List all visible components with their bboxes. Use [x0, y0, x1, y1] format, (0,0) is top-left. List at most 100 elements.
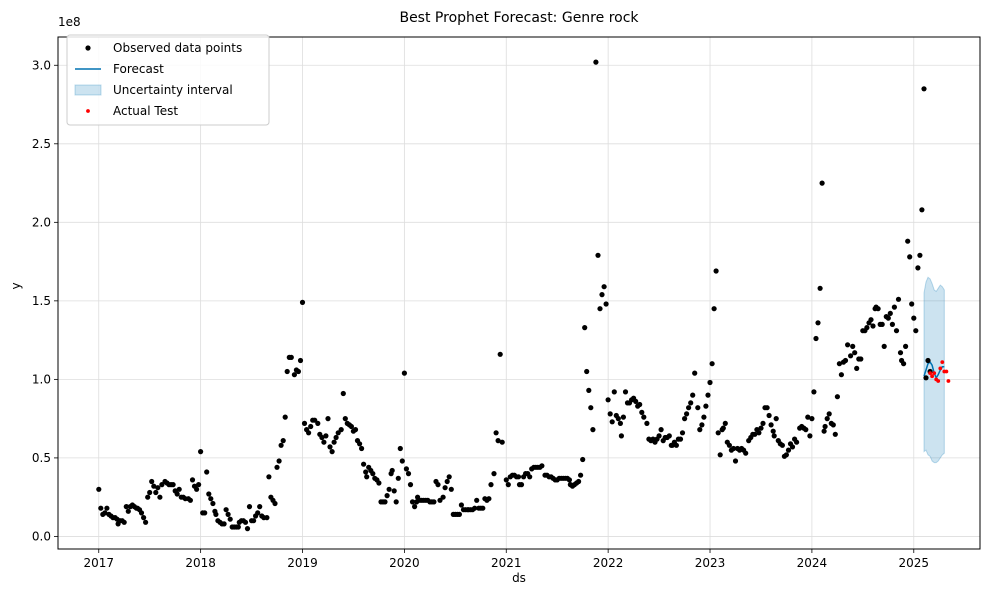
- observed-point: [448, 486, 454, 492]
- observed-point: [580, 456, 586, 463]
- observed-point: [312, 417, 318, 423]
- observed-point: [617, 420, 624, 426]
- y-tick-label: 0.5: [32, 451, 51, 465]
- observed-point: [618, 433, 625, 439]
- observed-point: [620, 414, 627, 420]
- actual-test-point: [944, 369, 949, 374]
- y-tick-label: 0.0: [32, 529, 51, 543]
- observed-point: [518, 482, 525, 488]
- observed-point: [444, 478, 450, 485]
- observed-point: [202, 510, 208, 516]
- observed-point: [297, 357, 304, 364]
- uncertainty-area: [923, 276, 945, 464]
- observed-point: [720, 425, 726, 431]
- observed-point: [196, 482, 202, 488]
- legend-swatch-observed-data-points: [85, 45, 91, 51]
- observed-point: [301, 420, 308, 426]
- observed-point: [845, 342, 851, 348]
- observed-point: [204, 469, 210, 475]
- observed-point: [590, 427, 596, 433]
- observed-point: [503, 477, 509, 483]
- x-tick-label: 2022: [593, 556, 624, 570]
- observed-point: [794, 439, 800, 445]
- actual-test-point: [928, 371, 932, 375]
- observed-point: [291, 372, 297, 378]
- actual-test-point: [936, 379, 941, 383]
- legend-label-observed-data-points: Observed data points: [113, 41, 242, 55]
- observed-point: [611, 389, 617, 395]
- observed-point: [822, 423, 828, 430]
- observed-point: [295, 368, 301, 375]
- observed-point: [836, 361, 843, 367]
- observed-point: [348, 423, 354, 430]
- actual-test-point: [946, 379, 951, 383]
- observed-point: [637, 401, 643, 408]
- observed-point: [686, 405, 692, 411]
- observed-point: [609, 419, 615, 425]
- observed-point: [603, 301, 609, 307]
- observed-point: [770, 428, 776, 434]
- x-tick-label: 2017: [83, 556, 114, 570]
- observed-point: [435, 482, 441, 488]
- observed-point: [331, 439, 337, 445]
- y-tick-label: 2.0: [32, 215, 51, 229]
- observed-point: [732, 458, 739, 464]
- observed-point: [881, 343, 887, 349]
- observed-point: [701, 414, 707, 420]
- observed-point: [280, 438, 286, 444]
- x-axis-ticks: 2017 2018 2019 2020 2021 2022 2023 2024 2025: [83, 549, 929, 570]
- observed-point: [917, 252, 923, 258]
- observed-point: [491, 471, 497, 477]
- observed-point: [208, 496, 214, 502]
- observed-point: [121, 519, 127, 525]
- observed-point: [692, 370, 698, 376]
- legend-swatch-actual-test: [86, 109, 90, 113]
- observed-point: [826, 411, 832, 417]
- observed-point: [730, 445, 737, 452]
- observed-point: [682, 416, 688, 422]
- observed-point: [382, 499, 388, 505]
- observed-point: [658, 427, 664, 433]
- observed-point: [895, 296, 902, 302]
- observed-point: [364, 474, 370, 480]
- x-tick-label: 2024: [797, 556, 828, 570]
- observed-point: [497, 351, 503, 357]
- observed-point: [329, 449, 335, 455]
- observed-point: [639, 409, 645, 415]
- observed-point: [327, 444, 333, 450]
- observed-point: [123, 504, 129, 510]
- observed-point: [834, 394, 841, 400]
- legend-label-actual-test: Actual Test: [113, 104, 178, 118]
- observed-point: [743, 450, 749, 456]
- observed-point: [607, 411, 613, 417]
- observed-point: [766, 412, 772, 419]
- observed-point: [783, 452, 790, 458]
- observed-point: [143, 519, 149, 525]
- observed-point: [189, 477, 196, 483]
- observed-point: [915, 265, 921, 271]
- observed-point: [811, 389, 817, 395]
- observed-point: [897, 350, 904, 356]
- observed-point: [187, 497, 193, 503]
- observed-point: [819, 180, 825, 186]
- observed-point: [151, 483, 157, 489]
- observed-point: [901, 361, 907, 367]
- observed-point: [391, 488, 397, 494]
- observed-point: [299, 299, 306, 305]
- observed-point: [758, 425, 764, 431]
- plot-frame: [57, 36, 981, 550]
- observed-point: [838, 372, 845, 378]
- actual-test-point: [940, 360, 945, 364]
- x-axis-label: ds: [512, 571, 526, 585]
- observed-point: [722, 420, 728, 426]
- observed-point: [206, 491, 212, 497]
- observed-point: [255, 510, 261, 516]
- observed-point: [155, 485, 161, 491]
- observed-point: [272, 500, 278, 507]
- observed-point: [913, 328, 919, 334]
- observed-point: [875, 306, 881, 312]
- y-axis-label: y: [9, 282, 23, 289]
- observed-point: [539, 463, 545, 469]
- actual-test-point: [932, 371, 937, 375]
- observed-point: [96, 486, 102, 492]
